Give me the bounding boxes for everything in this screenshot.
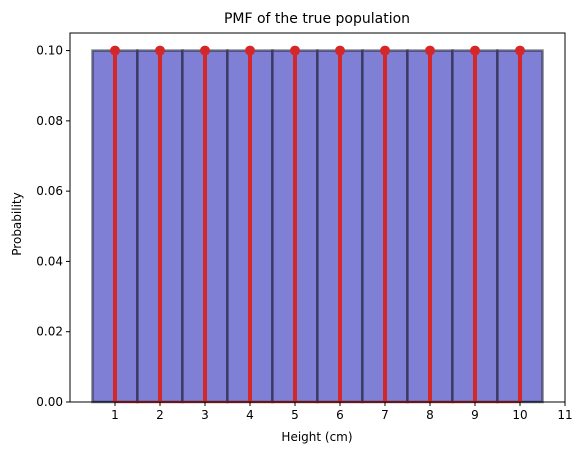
stem-marker-9: [470, 45, 480, 56]
y-tick-label-0.02: 0.02: [36, 325, 63, 339]
x-tick-label-7: 7: [381, 408, 389, 422]
x-tick-label-10: 10: [512, 408, 527, 422]
x-tick-label-5: 5: [291, 408, 299, 422]
x-tick-label-8: 8: [426, 408, 434, 422]
y-axis-label: Probability: [10, 192, 24, 255]
stem-marker-2: [155, 45, 165, 56]
chart-title: PMF of the true population: [224, 11, 410, 27]
stem-marker-4: [245, 45, 255, 56]
stem-marker-6: [335, 45, 345, 56]
y-tick-label-0.00: 0.00: [36, 395, 63, 409]
x-tick-label-4: 4: [246, 408, 254, 422]
stem-marker-7: [380, 45, 390, 56]
stem-marker-10: [515, 45, 525, 56]
stem-marker-3: [200, 45, 210, 56]
y-tick-label-0.04: 0.04: [36, 254, 63, 268]
y-tick-label-0.10: 0.10: [36, 44, 63, 58]
x-tick-label-3: 3: [201, 408, 209, 422]
x-tick-label-9: 9: [471, 408, 479, 422]
x-tick-label-6: 6: [336, 408, 344, 422]
stem-marker-8: [425, 45, 435, 56]
x-axis-label: Height (cm): [281, 430, 352, 444]
y-tick-label-0.08: 0.08: [36, 114, 63, 128]
x-tick-label-2: 2: [156, 408, 164, 422]
stem-marker-1: [110, 45, 120, 56]
stem-marker-5: [290, 45, 300, 56]
x-tick-label-11: 11: [557, 408, 572, 422]
plot-frame: [69, 32, 566, 403]
y-tick-label-0.06: 0.06: [36, 184, 63, 198]
x-tick-label-1: 1: [111, 408, 119, 422]
